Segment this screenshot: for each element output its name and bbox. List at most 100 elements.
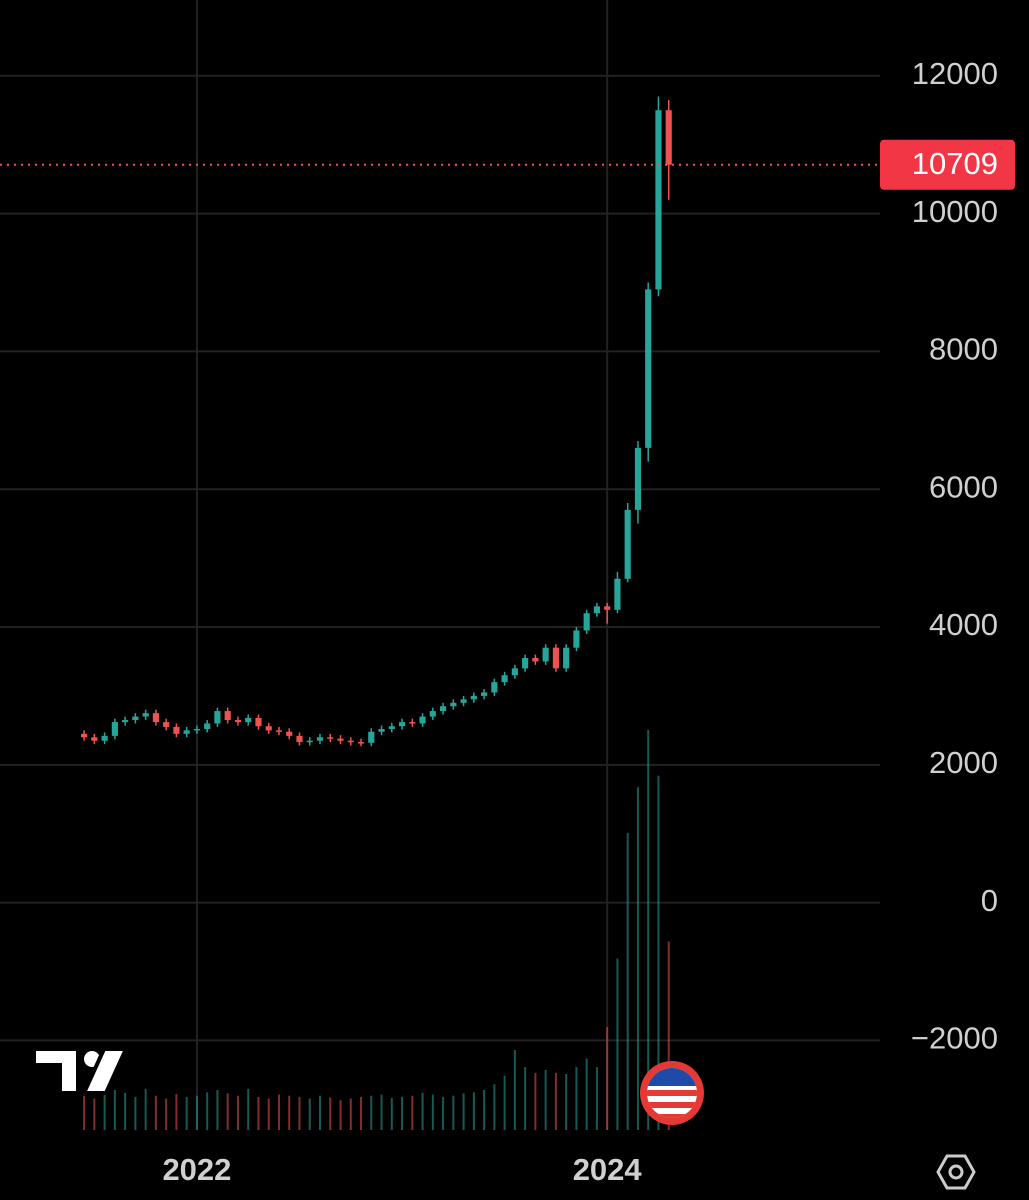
candle-body bbox=[665, 110, 672, 165]
volume-bar bbox=[288, 1095, 291, 1130]
candle-body bbox=[234, 720, 242, 723]
candle-body bbox=[552, 647, 559, 669]
candle-body bbox=[655, 110, 662, 290]
volume-bar bbox=[472, 1092, 475, 1130]
candle-body bbox=[91, 737, 98, 741]
volume-bar bbox=[513, 1050, 516, 1130]
candle-body bbox=[398, 722, 406, 727]
volume-bar bbox=[462, 1093, 465, 1130]
candle-body bbox=[501, 675, 508, 683]
grid bbox=[0, 0, 880, 1130]
candle-body bbox=[122, 720, 129, 723]
candle-body bbox=[224, 711, 231, 721]
candle-body bbox=[111, 722, 118, 736]
candle-body bbox=[450, 702, 457, 707]
candle-body bbox=[204, 723, 211, 729]
candle-body bbox=[296, 735, 303, 743]
candle-body bbox=[245, 717, 252, 723]
volume-bar bbox=[667, 941, 670, 1130]
candle-body bbox=[563, 647, 570, 669]
volume-bar bbox=[257, 1096, 260, 1130]
y-tick-label: 0 bbox=[981, 883, 998, 918]
volume-bar bbox=[144, 1088, 147, 1130]
candle-body bbox=[604, 606, 611, 610]
volume-bar bbox=[421, 1092, 424, 1130]
y-tick-label: 4000 bbox=[929, 607, 998, 642]
volume-bar bbox=[206, 1092, 209, 1130]
volume-bar bbox=[380, 1094, 383, 1130]
candle-body bbox=[275, 730, 283, 732]
volume-bar bbox=[298, 1096, 301, 1130]
x-tick-label: 2024 bbox=[573, 1152, 643, 1187]
candle-body bbox=[347, 740, 354, 743]
volume-bar bbox=[124, 1092, 127, 1130]
settings-button[interactable] bbox=[936, 1154, 976, 1190]
volume-bar bbox=[195, 1095, 198, 1130]
volume-bar bbox=[370, 1095, 373, 1130]
volume-bar bbox=[647, 730, 650, 1130]
candle-body bbox=[511, 668, 518, 676]
candle-body bbox=[327, 737, 334, 739]
flag-icon[interactable] bbox=[640, 1061, 704, 1125]
volume-bar bbox=[503, 1075, 506, 1130]
volume-bar bbox=[452, 1095, 455, 1130]
volume-bar bbox=[216, 1090, 219, 1130]
volume-bar bbox=[565, 1074, 568, 1130]
volume-bar bbox=[442, 1096, 445, 1130]
candle-body bbox=[470, 695, 477, 700]
last-price-label: 10709 bbox=[912, 146, 998, 181]
candle-body bbox=[81, 733, 88, 738]
candle-body bbox=[132, 716, 139, 721]
volume-bar bbox=[606, 1027, 609, 1130]
volume-bar bbox=[236, 1095, 239, 1130]
candle-body bbox=[152, 713, 159, 723]
y-tick-label: 2000 bbox=[929, 745, 998, 780]
candle-body bbox=[583, 613, 590, 631]
volume-bar bbox=[247, 1088, 250, 1130]
candle-body bbox=[440, 706, 447, 712]
candle-body bbox=[265, 726, 272, 731]
volume-bar bbox=[319, 1095, 321, 1130]
volume-bar bbox=[657, 775, 660, 1130]
logo bbox=[32, 1047, 130, 1095]
flag bbox=[647, 1068, 697, 1118]
candle-body bbox=[163, 722, 170, 727]
candle-body bbox=[491, 682, 498, 693]
volume-bar bbox=[554, 1072, 557, 1130]
x-tick-label: 2022 bbox=[162, 1152, 231, 1187]
y-tick-label: −2000 bbox=[911, 1021, 998, 1056]
volume-bar bbox=[226, 1093, 229, 1130]
candle-body bbox=[368, 731, 375, 743]
candle-layer bbox=[81, 96, 672, 747]
volume-bar bbox=[544, 1070, 547, 1130]
candle-body bbox=[593, 606, 600, 614]
candle-body bbox=[173, 726, 180, 734]
volume-bar bbox=[626, 832, 629, 1130]
logo-part bbox=[80, 1047, 130, 1095]
volume-bar bbox=[308, 1098, 311, 1130]
volume-bar bbox=[93, 1098, 96, 1130]
candle-body bbox=[460, 699, 467, 703]
candle-body bbox=[522, 658, 529, 669]
candle-body bbox=[409, 722, 416, 724]
candle-body bbox=[316, 737, 324, 741]
candle-body bbox=[255, 717, 262, 727]
volume-bar bbox=[329, 1097, 332, 1130]
candle-body bbox=[378, 728, 385, 732]
candle-body bbox=[357, 742, 365, 744]
volume-bar bbox=[401, 1096, 404, 1130]
candle-body bbox=[419, 716, 426, 724]
candle-body bbox=[193, 728, 200, 731]
volume-bar bbox=[83, 1095, 86, 1130]
y-tick-label: 10000 bbox=[912, 194, 998, 229]
volume-bar bbox=[493, 1084, 496, 1130]
candle-body bbox=[624, 509, 631, 579]
candle-body bbox=[101, 735, 108, 741]
candle-body bbox=[634, 447, 642, 510]
volume-bar bbox=[185, 1096, 188, 1130]
candle-body bbox=[388, 726, 395, 729]
candle-body bbox=[183, 730, 190, 734]
candle-body bbox=[214, 711, 221, 724]
